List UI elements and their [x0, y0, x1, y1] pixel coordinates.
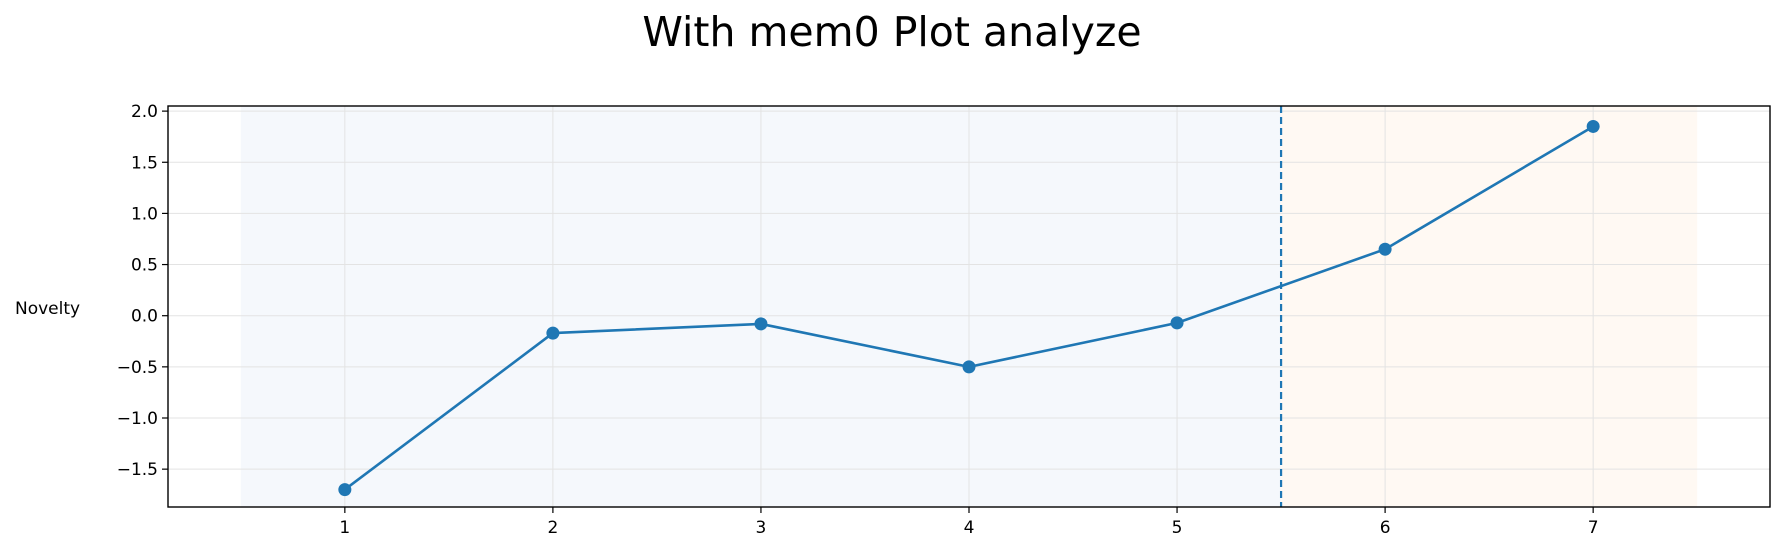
data-point-x1 [338, 483, 352, 497]
data-point-x2 [546, 326, 560, 340]
x-tick-label-7: 7 [1588, 518, 1599, 538]
series-layer [338, 119, 1600, 497]
x-tick-label-4: 4 [964, 518, 975, 538]
y-tick-label-1: 1.5 [131, 153, 158, 173]
y-tick-label-6: −1.0 [117, 409, 158, 429]
chart-title: With mem0 Plot analyze [642, 8, 1141, 56]
x-tick-label-1: 1 [339, 518, 350, 538]
y-tick-label-4: 0.0 [131, 307, 158, 327]
data-point-x3 [754, 317, 768, 331]
y-axis-label: Novelty [15, 299, 80, 319]
y-tick-label-3: 0.5 [131, 256, 158, 276]
x-tick-label-2: 2 [547, 518, 558, 538]
data-point-x5 [1170, 316, 1184, 330]
y-tick-label-7: −1.5 [117, 460, 158, 480]
y-axis-ticks: 2.0 1.5 1.0 0.5 0.0 −0.5 −1.0 −1.5 [117, 102, 168, 480]
grid-lines [168, 106, 1770, 507]
data-point-x6 [1378, 242, 1392, 256]
y-tick-label-0: 2.0 [131, 102, 158, 122]
data-point-x7 [1586, 119, 1600, 133]
x-tick-label-6: 6 [1380, 518, 1391, 538]
shaded-region-2 [1281, 106, 1698, 507]
y-tick-label-2: 1.0 [131, 204, 158, 224]
x-axis-ticks: 1 2 3 4 5 6 7 [339, 507, 1599, 538]
x-tick-label-3: 3 [756, 518, 767, 538]
x-tick-label-5: 5 [1172, 518, 1183, 538]
y-tick-label-5: −0.5 [117, 358, 158, 378]
data-point-x4 [962, 360, 976, 374]
